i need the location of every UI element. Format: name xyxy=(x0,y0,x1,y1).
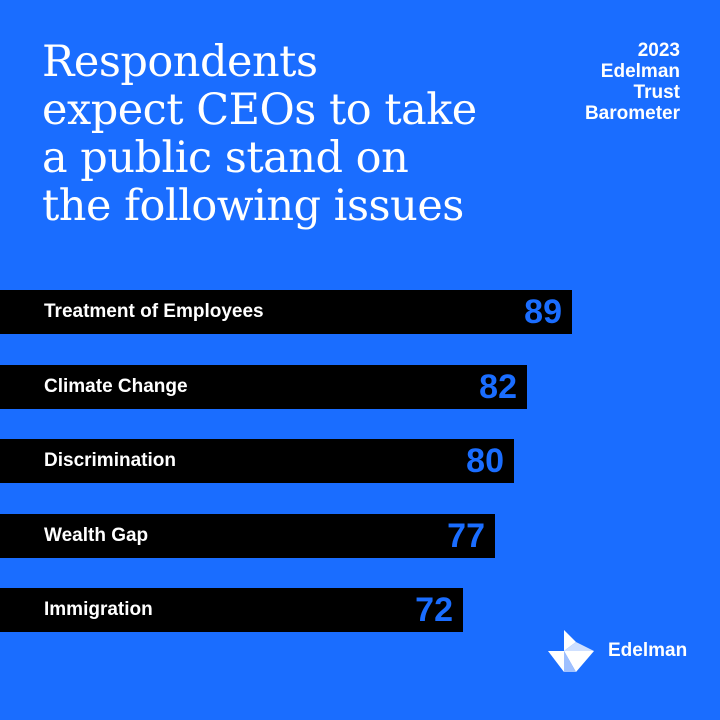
bar-label: Wealth Gap xyxy=(44,524,149,546)
edelman-logo: Edelman xyxy=(546,628,687,674)
edelman-logo-icon xyxy=(548,630,594,672)
bar-label: Treatment of Employees xyxy=(44,301,264,322)
bar-value: 72 xyxy=(415,591,453,629)
title-line: the following issues xyxy=(42,181,464,231)
badge-line: Barometer xyxy=(584,103,680,124)
bar-treatment-of-employees xyxy=(0,290,572,334)
badge-line: 2023 xyxy=(637,40,680,61)
bar-climate-change xyxy=(0,364,527,409)
bar-value: 80 xyxy=(466,442,504,480)
title-line: expect CEOs to take xyxy=(42,85,477,135)
bar-wealth-gap xyxy=(0,513,495,558)
bar-immigration xyxy=(0,588,463,632)
barometer-badge: 2023 Edelman Trust Barometer xyxy=(585,40,680,124)
logo-wordmark: Edelman xyxy=(608,640,688,661)
badge-line: Edelman xyxy=(600,61,680,82)
bar-value: 82 xyxy=(479,367,517,406)
chart-title: Respondents expect CEOs to take a public… xyxy=(42,38,542,230)
badge-line: Trust xyxy=(633,82,680,103)
title-line: Respondents xyxy=(42,37,318,87)
title-line: a public stand on xyxy=(42,133,409,183)
bar-value: 77 xyxy=(447,516,485,555)
bar-discrimination xyxy=(0,439,514,483)
bar-label: Climate Change xyxy=(44,375,188,397)
bar-label: Discrimination xyxy=(44,450,176,471)
bar-label: Immigration xyxy=(44,599,153,620)
bar-value: 89 xyxy=(524,293,562,331)
